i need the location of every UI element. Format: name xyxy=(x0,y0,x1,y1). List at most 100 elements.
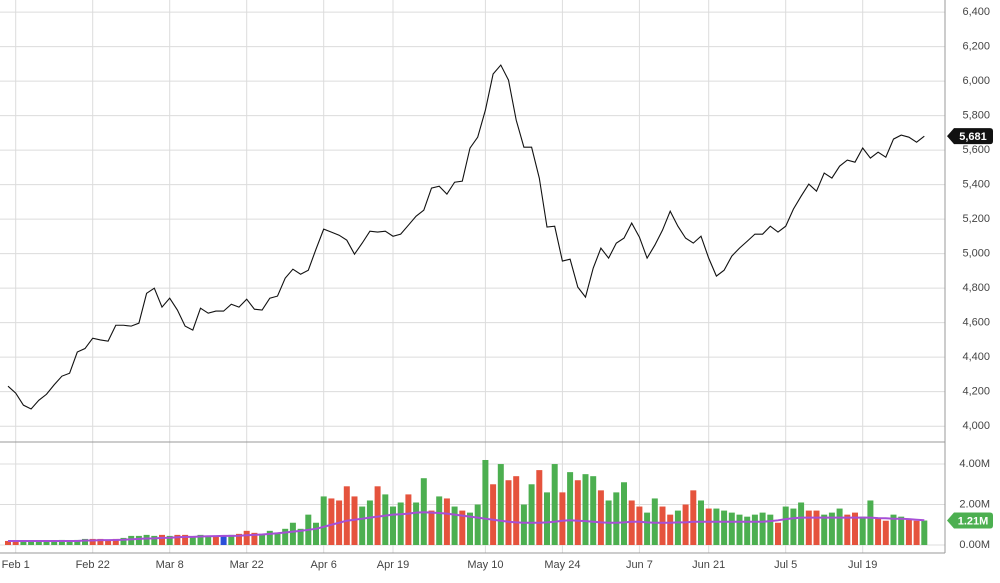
volume-bar xyxy=(528,484,535,545)
volume-bar xyxy=(890,514,897,545)
y-tick-label: 5,000 xyxy=(962,248,990,260)
volume-bar xyxy=(875,518,882,545)
volume-bar xyxy=(359,506,366,545)
volume-bar xyxy=(274,532,281,545)
volume-bar xyxy=(266,530,273,545)
x-tick-label: Jun 7 xyxy=(626,559,653,571)
volume-bar xyxy=(790,508,797,545)
last-value-box xyxy=(947,512,993,529)
volume-bar xyxy=(713,508,720,545)
volume-bar xyxy=(728,512,735,545)
volume-bar xyxy=(705,508,712,545)
volume-bar xyxy=(105,539,112,545)
volume-bar xyxy=(597,490,604,545)
volume-bar xyxy=(20,540,27,545)
volume-bar xyxy=(228,534,235,545)
volume-bar xyxy=(467,512,473,545)
volume-bar xyxy=(905,518,912,545)
volume-bar xyxy=(282,528,289,545)
volume-bar xyxy=(544,492,550,545)
volume-bar xyxy=(836,508,843,545)
volume-bar xyxy=(520,504,527,545)
volume-bar xyxy=(159,534,165,545)
volume-bar xyxy=(189,536,196,545)
volume-bar xyxy=(413,502,420,545)
volume-bar xyxy=(852,512,858,545)
volume-bar xyxy=(767,514,774,545)
x-tick-label: Jul 5 xyxy=(774,559,797,571)
volume-bar xyxy=(397,502,404,545)
volume-bar xyxy=(782,506,789,545)
x-tick-label: Feb 22 xyxy=(76,559,110,571)
volume-bar xyxy=(482,459,489,545)
volume-bar xyxy=(898,516,905,545)
y-tick-label: 5,200 xyxy=(962,213,990,225)
volume-bar xyxy=(428,510,435,545)
volume-bar xyxy=(628,500,635,545)
volume-bar xyxy=(443,498,450,545)
volume-bar xyxy=(805,510,812,545)
volume-bar xyxy=(859,516,866,545)
volume-bar xyxy=(128,535,135,545)
y-tick-label: 4,800 xyxy=(962,282,990,294)
volume-bar xyxy=(313,522,319,545)
volume-bar xyxy=(251,532,258,545)
x-tick-label: May 10 xyxy=(467,559,503,571)
volume-bar xyxy=(567,472,574,545)
x-tick-label: Mar 8 xyxy=(156,559,184,571)
volume-bar xyxy=(97,538,104,545)
y-tick-label: 4,000 xyxy=(962,420,990,432)
volume-bar xyxy=(659,506,666,545)
volume-bar xyxy=(220,535,227,545)
y-tick-label: 5,400 xyxy=(962,179,990,191)
volume-bar xyxy=(5,540,11,545)
x-tick-label: Jul 19 xyxy=(848,559,877,571)
volume-bar xyxy=(551,464,558,545)
last-value-label: 5,681 xyxy=(959,131,987,143)
volume-bar xyxy=(505,480,512,545)
volume-bar xyxy=(82,538,88,545)
volume-bar xyxy=(89,538,96,545)
volume-bar xyxy=(289,522,296,545)
volume-bar xyxy=(174,534,181,545)
x-tick-label: Apr 6 xyxy=(311,559,337,571)
volume-bar xyxy=(182,534,189,545)
volume-bar xyxy=(574,480,581,545)
volume-bar xyxy=(690,490,697,545)
volume-bar xyxy=(205,536,212,545)
volume-bar xyxy=(66,540,73,545)
volume-bar xyxy=(798,502,805,545)
volume-bar xyxy=(74,539,81,545)
y-tick-label: 2.00M xyxy=(959,498,990,510)
volume-bar xyxy=(390,506,396,545)
volume-bar xyxy=(651,498,658,545)
volume-bar xyxy=(459,510,466,545)
y-tick-label: 6,400 xyxy=(962,6,990,18)
y-tick-label: 4.00M xyxy=(959,458,990,470)
volume-bar xyxy=(43,540,50,545)
volume-bar xyxy=(151,535,158,545)
volume-bar xyxy=(143,534,150,545)
volume-bar xyxy=(212,535,219,545)
volume-bar xyxy=(867,500,874,545)
volume-bar xyxy=(120,537,127,545)
volume-bar xyxy=(759,512,766,545)
y-tick-label: 4,400 xyxy=(962,351,990,363)
volume-bar xyxy=(921,520,928,545)
y-tick-label: 5,600 xyxy=(962,144,990,156)
volume-bar xyxy=(320,496,327,545)
x-tick-label: Mar 22 xyxy=(230,559,264,571)
y-tick-label: 6,200 xyxy=(962,40,990,52)
volume-bar xyxy=(828,512,835,545)
volume-bar xyxy=(751,514,758,545)
volume-bar xyxy=(328,498,335,545)
volume-bar xyxy=(382,494,389,545)
y-tick-label: 6,000 xyxy=(962,75,990,87)
last-value-box xyxy=(947,128,993,145)
volume-bar xyxy=(736,514,743,545)
price-line xyxy=(7,64,925,410)
volume-bar xyxy=(636,506,643,545)
x-tick-label: Jun 21 xyxy=(692,559,725,571)
volume-bar xyxy=(436,496,443,545)
volume-bar xyxy=(844,514,851,545)
